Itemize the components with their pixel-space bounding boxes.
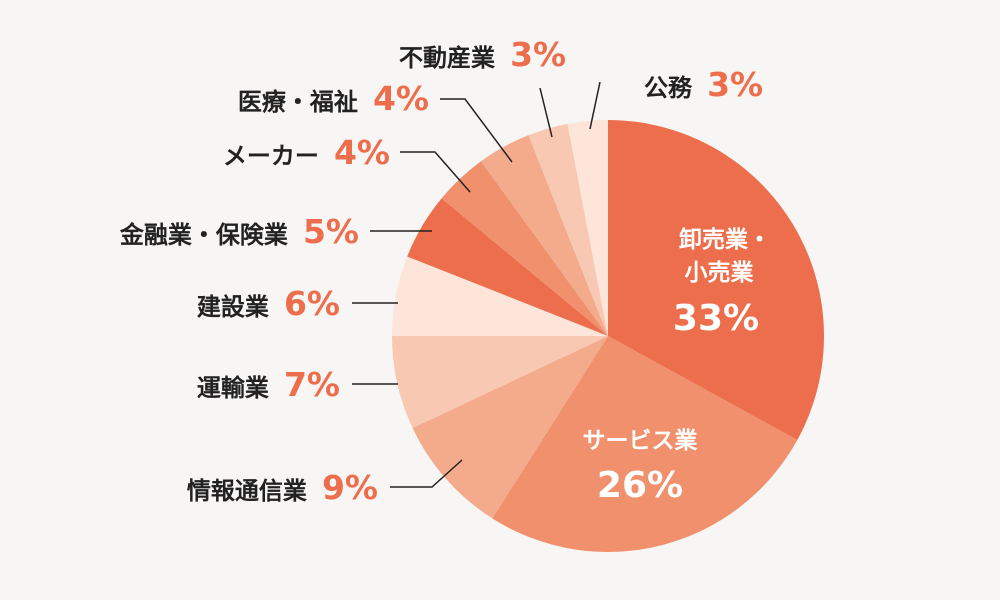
- category-pct: 4%: [373, 79, 429, 118]
- category-name: 医療・福祉: [238, 88, 358, 116]
- pie-slice-8: [528, 123, 608, 336]
- leader-line-joho: [390, 459, 463, 488]
- pie-slice-9: [567, 120, 608, 336]
- slice-label-oroshi-line1: 卸売業・: [679, 226, 771, 253]
- slice-label-oroshi-line2: 小売業: [685, 259, 755, 286]
- outside-label-kensetsu: 建設業 6%: [197, 284, 340, 323]
- category-name: 運輸業: [197, 374, 269, 402]
- category-pct: 6%: [284, 284, 340, 323]
- slice-pct-oroshi: 33%: [673, 298, 759, 339]
- outside-label-unyu: 運輸業 7%: [197, 365, 340, 404]
- leader-line-fudosan: [539, 87, 553, 138]
- category-pct: 3%: [510, 35, 566, 74]
- leader-line-kobu: [589, 81, 601, 130]
- outside-label-kobu: 公務 3%: [644, 65, 763, 104]
- pie-slice-2: [412, 336, 608, 519]
- slice-pct-service: 26%: [597, 465, 683, 506]
- leader-line-iryo: [440, 98, 513, 163]
- category-name: 建設業: [197, 293, 269, 321]
- outside-label-maker: メーカー 4%: [223, 133, 390, 172]
- pie-slice-0: [608, 120, 824, 441]
- outside-label-fudosan: 不動産業 3%: [399, 35, 566, 74]
- category-name: 不動産業: [399, 44, 495, 72]
- category-pct: 3%: [707, 65, 763, 104]
- pie-slice-6: [441, 161, 608, 336]
- pie-slices: [392, 120, 824, 552]
- leader-line-maker: [400, 151, 471, 193]
- pie-slice-3: [392, 336, 608, 428]
- category-pct: 9%: [322, 468, 378, 507]
- category-pct: 7%: [284, 365, 340, 404]
- category-name: 情報通信業: [187, 477, 307, 505]
- category-name: 公務: [644, 74, 693, 102]
- category-pct: 4%: [334, 133, 390, 172]
- slice-label-service: サービス業: [583, 427, 699, 454]
- pie-slice-5: [407, 198, 608, 336]
- outside-label-iryo: 医療・福祉 4%: [238, 79, 429, 118]
- category-name: 金融業・保険業: [119, 221, 288, 249]
- outside-label-joho: 情報通信業 9%: [187, 468, 378, 507]
- category-name: メーカー: [223, 142, 319, 170]
- pie-slice-7: [481, 135, 608, 336]
- category-pct: 5%: [303, 212, 359, 251]
- pie-slice-1: [492, 336, 798, 552]
- pie-slice-4: [392, 256, 608, 336]
- outside-label-kinyu: 金融業・保険業 5%: [119, 212, 359, 251]
